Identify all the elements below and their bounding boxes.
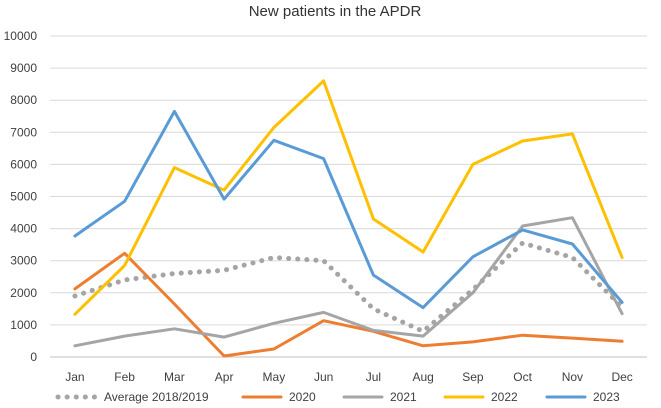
legend-label: 2020: [289, 390, 316, 404]
x-tick-label-jan: Jan: [65, 370, 84, 384]
x-tick-label-jul: Jul: [366, 370, 381, 384]
x-axis: Jan Feb Mar Apr May Jun Jul Aug Sep Oct Nov Dec: [65, 370, 633, 384]
legend: Average 2018/2019 2020 2021 2022 2023: [55, 390, 620, 404]
y-tick-label: 4000: [10, 222, 37, 236]
y-axis: 0 1000 2000 3000 4000 5000 6000 7000 8000 9000 100…: [4, 29, 38, 364]
x-tick-label-nov: Nov: [562, 370, 583, 384]
legend-label: 2022: [491, 390, 518, 404]
legend-label: 2021: [390, 390, 417, 404]
x-tick-label-jun: Jun: [314, 370, 333, 384]
y-tick-label: 7000: [10, 125, 37, 139]
x-tick-label-dec: Dec: [611, 370, 632, 384]
series-line-average-2018-2019: [72, 240, 625, 334]
legend-label: 2023: [593, 390, 620, 404]
chart-title: New patients in the APDR: [249, 3, 422, 20]
series-line-2022: [73, 79, 624, 316]
gridlines: [50, 35, 647, 358]
y-tick-label: 6000: [10, 157, 37, 171]
y-tick-label: 3000: [10, 254, 37, 268]
x-tick-label-oct: Oct: [513, 370, 532, 384]
x-tick-label-aug: Aug: [412, 370, 433, 384]
x-tick-label-apr: Apr: [215, 370, 234, 384]
y-tick-label: 10000: [4, 29, 38, 43]
series-line-2023: [73, 109, 624, 310]
legend-label: Average 2018/2019: [104, 390, 209, 404]
legend-entry: Average 2018/2019: [55, 390, 209, 404]
y-tick-label: 0: [30, 350, 37, 364]
y-tick-label: 2000: [10, 286, 37, 300]
y-tick-label: 1000: [10, 318, 37, 332]
series-lines: [72, 79, 625, 358]
series-line-2020: [73, 251, 624, 358]
legend-entry: 2023: [545, 390, 620, 404]
x-tick-label-feb: Feb: [114, 370, 135, 384]
legend-entry: 2020: [241, 390, 316, 404]
x-tick-label-may: May: [263, 370, 286, 384]
y-tick-label: 9000: [10, 61, 37, 75]
x-tick-label-mar: Mar: [164, 370, 185, 384]
legend-entry: 2022: [443, 390, 518, 404]
series-line-2021: [73, 216, 624, 348]
x-tick-label-sep: Sep: [462, 370, 484, 384]
y-tick-label: 8000: [10, 93, 37, 107]
legend-entry: 2021: [342, 390, 417, 404]
y-tick-label: 5000: [10, 190, 37, 204]
